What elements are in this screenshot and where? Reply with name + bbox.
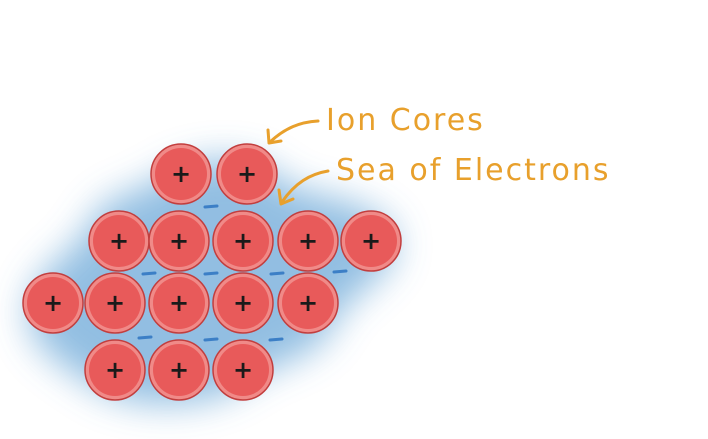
ion-core: + bbox=[212, 272, 274, 334]
electron bbox=[269, 271, 285, 276]
ion-core-body bbox=[153, 344, 205, 396]
ion-core-body bbox=[221, 148, 273, 200]
ion-core-body bbox=[89, 277, 141, 329]
ion-core: + bbox=[84, 339, 146, 401]
ion-core-body bbox=[345, 215, 397, 267]
sea-of-electrons-annotation: Sea of Electrons bbox=[277, 153, 611, 206]
ion-charge-symbol: + bbox=[298, 227, 318, 255]
sea-of-electrons-label: Sea of Electrons bbox=[336, 153, 611, 188]
electron bbox=[203, 204, 219, 209]
ion-core: + bbox=[150, 143, 212, 205]
ion-charge-symbol: + bbox=[361, 227, 381, 255]
ion-core-body bbox=[89, 344, 141, 396]
ion-core: + bbox=[212, 210, 274, 272]
ion-charge-symbol: + bbox=[171, 160, 191, 188]
ion-charge-symbol: + bbox=[233, 356, 253, 384]
ion-core-body bbox=[153, 215, 205, 267]
ion-charge-symbol: + bbox=[43, 289, 63, 317]
ion-core: + bbox=[88, 210, 150, 272]
ion-charge-symbol: + bbox=[169, 227, 189, 255]
ion-core: + bbox=[212, 339, 274, 401]
electron-sea bbox=[28, 158, 396, 405]
ion-core: + bbox=[84, 272, 146, 334]
ion-charge-symbol: + bbox=[298, 289, 318, 317]
ion-charge-symbol: + bbox=[169, 289, 189, 317]
ion-charge-symbol: + bbox=[233, 289, 253, 317]
sea-of-electrons-arrow bbox=[280, 169, 330, 204]
ion-core: + bbox=[148, 339, 210, 401]
electron bbox=[332, 269, 348, 274]
ion-cores-lattice: + + + + + + + + + + + + + + + bbox=[22, 143, 402, 401]
ion-core: + bbox=[277, 210, 339, 272]
electron bbox=[203, 337, 219, 342]
sea-of-electrons-arrowhead bbox=[277, 188, 295, 206]
ion-core-body bbox=[93, 215, 145, 267]
ion-core: + bbox=[148, 210, 210, 272]
electron bbox=[268, 337, 284, 342]
ion-core: + bbox=[216, 143, 278, 205]
ion-core: + bbox=[340, 210, 402, 272]
ion-charge-symbol: + bbox=[109, 227, 129, 255]
ion-cores-label: Ion Cores bbox=[326, 103, 485, 138]
ion-charge-symbol: + bbox=[237, 160, 257, 188]
ion-cores-arrowhead bbox=[266, 128, 283, 145]
ion-core-body bbox=[217, 215, 269, 267]
ion-core: + bbox=[277, 272, 339, 334]
ion-cores-annotation: Ion Cores bbox=[266, 103, 485, 145]
electron-dashes bbox=[137, 204, 348, 342]
ion-charge-symbol: + bbox=[169, 356, 189, 384]
ion-core-body bbox=[155, 148, 207, 200]
ion-core-body bbox=[217, 277, 269, 329]
ion-core: + bbox=[148, 272, 210, 334]
ion-charge-symbol: + bbox=[105, 356, 125, 384]
ion-cores-arrow bbox=[268, 119, 320, 144]
ion-charge-symbol: + bbox=[233, 227, 253, 255]
ion-core-body bbox=[153, 277, 205, 329]
ion-core-body bbox=[282, 215, 334, 267]
electron bbox=[141, 271, 157, 276]
ion-core-body bbox=[27, 277, 79, 329]
ion-core-body bbox=[282, 277, 334, 329]
ion-core: + bbox=[22, 272, 84, 334]
ion-charge-symbol: + bbox=[105, 289, 125, 317]
electron bbox=[137, 335, 153, 340]
electron bbox=[203, 271, 219, 276]
ion-core-body bbox=[217, 344, 269, 396]
